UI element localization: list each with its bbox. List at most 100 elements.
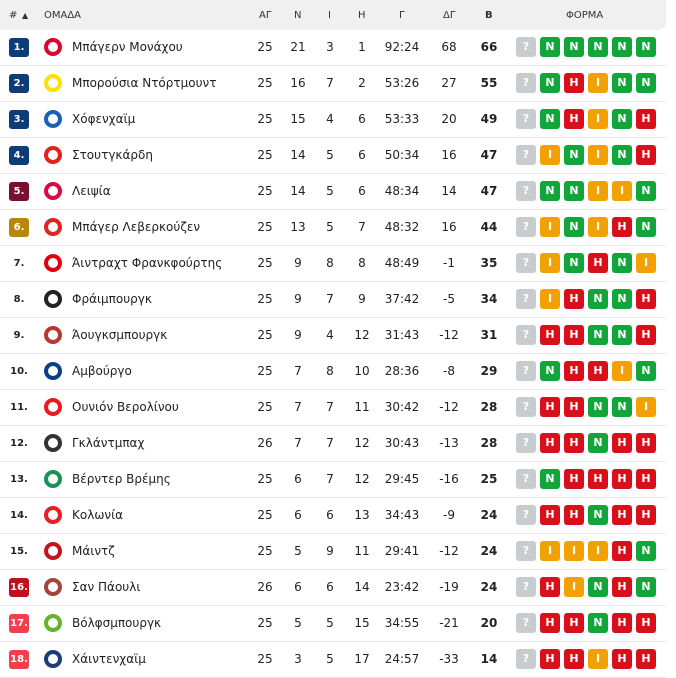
form-result[interactable]: ? xyxy=(516,145,536,165)
table-row[interactable]: 7. Άιντραχτ Φρανκφούρτης 25 9 8 8 48:49 -1 35? I… xyxy=(0,246,666,282)
form-result[interactable]: H xyxy=(540,577,560,597)
form-result[interactable]: H xyxy=(540,649,560,669)
form-result[interactable]: I xyxy=(540,145,560,165)
form-result[interactable]: I xyxy=(612,181,632,201)
form-result[interactable]: N xyxy=(540,181,560,201)
form-result[interactable]: ? xyxy=(516,577,536,597)
form-result[interactable]: H xyxy=(636,109,656,129)
form-result[interactable]: N xyxy=(612,253,632,273)
form-result[interactable]: I xyxy=(612,361,632,381)
form-result[interactable]: N xyxy=(588,397,608,417)
form-result[interactable]: H xyxy=(636,325,656,345)
team-name[interactable]: Άουγκσμπουργκ xyxy=(72,328,168,342)
form-result[interactable]: N xyxy=(636,217,656,237)
form-result[interactable]: ? xyxy=(516,361,536,381)
form-result[interactable]: N xyxy=(564,145,584,165)
form-result[interactable]: H xyxy=(612,613,632,633)
sort-asc-icon[interactable]: ▲ xyxy=(22,11,29,20)
form-result[interactable]: H xyxy=(612,541,632,561)
form-result[interactable]: N xyxy=(612,397,632,417)
table-row[interactable]: 5. Λειψία 25 14 5 6 48:34 14 47? N N I I N xyxy=(0,174,666,210)
table-row[interactable]: 4. Στουτγκάρδη 25 14 5 6 50:34 16 47? I N I N H xyxy=(0,138,666,174)
form-result[interactable]: H xyxy=(612,469,632,489)
form-result[interactable]: I xyxy=(540,253,560,273)
col-rank[interactable]: # xyxy=(9,10,18,21)
form-result[interactable]: H xyxy=(588,361,608,381)
form-result[interactable]: I xyxy=(588,541,608,561)
table-row[interactable]: 6. Μπάγερ Λεβερκούζεν 25 13 5 7 48:32 16 44? I N I… xyxy=(0,210,666,246)
form-result[interactable]: N xyxy=(540,361,560,381)
col-points[interactable]: Β xyxy=(485,10,493,21)
form-result[interactable]: I xyxy=(588,145,608,165)
form-result[interactable]: ? xyxy=(516,73,536,93)
col-draws[interactable]: Ι xyxy=(328,10,331,21)
form-result[interactable]: N xyxy=(636,181,656,201)
form-result[interactable]: N xyxy=(540,73,560,93)
form-result[interactable]: ? xyxy=(516,649,536,669)
team-name[interactable]: Αμβούργο xyxy=(72,364,132,378)
form-result[interactable]: ? xyxy=(516,469,536,489)
form-result[interactable]: N xyxy=(588,433,608,453)
team-name[interactable]: Βέρντερ Βρέμης xyxy=(72,472,171,486)
table-row[interactable]: 3. Χόφενχαϊμ 25 15 4 6 53:33 20 49? N H I N H xyxy=(0,102,666,138)
form-result[interactable]: I xyxy=(564,577,584,597)
form-result[interactable]: N xyxy=(564,37,584,57)
form-result[interactable]: H xyxy=(612,577,632,597)
table-row[interactable]: 15. Μάιντζ 25 5 9 11 29:41 -12 24? I I I H N xyxy=(0,534,666,570)
table-row[interactable]: 14. Κολωνία 25 6 6 13 34:43 -9 24? H H N H H xyxy=(0,498,666,534)
form-result[interactable]: H xyxy=(636,505,656,525)
team-name[interactable]: Μάιντζ xyxy=(72,544,115,558)
form-result[interactable]: N xyxy=(636,541,656,561)
team-name[interactable]: Άιντραχτ Φρανκφούρτης xyxy=(72,256,223,270)
form-result[interactable]: N xyxy=(564,217,584,237)
form-result[interactable]: I xyxy=(636,253,656,273)
form-result[interactable]: N xyxy=(588,37,608,57)
form-result[interactable]: I xyxy=(588,73,608,93)
col-goals[interactable]: Γ xyxy=(399,10,405,21)
form-result[interactable]: N xyxy=(636,361,656,381)
form-result[interactable]: H xyxy=(588,253,608,273)
table-row[interactable]: 11. Ουνιόν Βερολίνου 25 7 7 11 30:42 -12 28? H H N… xyxy=(0,390,666,426)
table-row[interactable]: 16. Σαν Πάουλι 26 6 6 14 23:42 -19 24? H I N H N xyxy=(0,570,666,606)
form-result[interactable]: I xyxy=(540,289,560,309)
form-result[interactable]: ? xyxy=(516,433,536,453)
table-row[interactable]: 2. Μπορούσια Ντόρτμουντ 25 16 7 2 53:26 27 55? N… xyxy=(0,66,666,102)
form-result[interactable]: I xyxy=(540,217,560,237)
form-result[interactable]: H xyxy=(540,433,560,453)
form-result[interactable]: ? xyxy=(516,397,536,417)
form-result[interactable]: H xyxy=(564,433,584,453)
form-result[interactable]: H xyxy=(612,433,632,453)
team-name[interactable]: Βόλφσμπουργκ xyxy=(72,616,162,630)
form-result[interactable]: ? xyxy=(516,289,536,309)
form-result[interactable]: H xyxy=(636,433,656,453)
form-result[interactable]: ? xyxy=(516,541,536,561)
team-name[interactable]: Μπάγερν Μονάχου xyxy=(72,40,183,54)
form-result[interactable]: N xyxy=(636,577,656,597)
form-result[interactable]: ? xyxy=(516,505,536,525)
team-name[interactable]: Χάιντενχαϊμ xyxy=(72,652,146,666)
form-result[interactable]: ? xyxy=(516,181,536,201)
form-result[interactable]: N xyxy=(564,253,584,273)
form-result[interactable]: H xyxy=(636,289,656,309)
form-result[interactable]: H xyxy=(564,397,584,417)
table-row[interactable]: 9. Άουγκσμπουργκ 25 9 4 12 31:43 -12 31? H H N N H xyxy=(0,318,666,354)
form-result[interactable]: N xyxy=(588,289,608,309)
team-name[interactable]: Χόφενχαϊμ xyxy=(72,112,136,126)
table-row[interactable]: 12. Γκλάντμπαχ 26 7 7 12 30:43 -13 28? H H N H H xyxy=(0,426,666,462)
form-result[interactable]: ? xyxy=(516,253,536,273)
form-result[interactable]: I xyxy=(540,541,560,561)
form-result[interactable]: ? xyxy=(516,109,536,129)
table-row[interactable]: 18. Χάιντενχαϊμ 25 3 5 17 24:57 -33 14? H H I H H xyxy=(0,642,666,678)
form-result[interactable]: H xyxy=(636,613,656,633)
form-result[interactable]: N xyxy=(540,109,560,129)
col-played[interactable]: ΑΓ xyxy=(259,10,272,21)
form-result[interactable]: N xyxy=(588,325,608,345)
form-result[interactable]: H xyxy=(564,289,584,309)
form-result[interactable]: H xyxy=(564,73,584,93)
form-result[interactable]: H xyxy=(636,649,656,669)
form-result[interactable]: H xyxy=(636,469,656,489)
table-row[interactable]: 1. Μπάγερν Μονάχου 25 21 3 1 92:24 68 66? N N N N N xyxy=(0,30,666,66)
form-result[interactable]: ? xyxy=(516,613,536,633)
col-losses[interactable]: Η xyxy=(358,10,366,21)
form-result[interactable]: H xyxy=(564,649,584,669)
